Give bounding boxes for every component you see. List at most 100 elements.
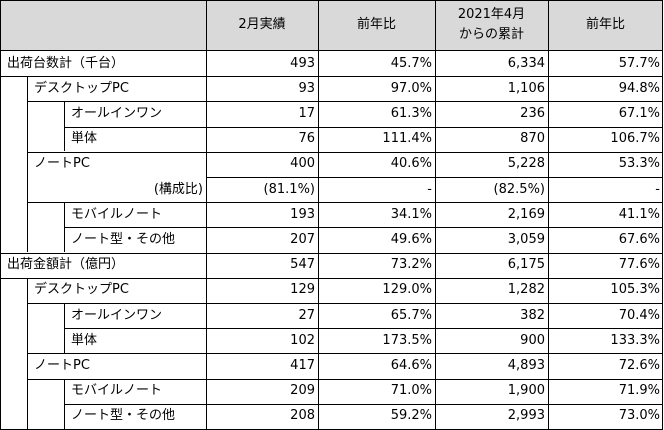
row-value-col4: 106.7% <box>610 131 660 147</box>
row-value-col1: (81.1%) <box>263 181 315 197</box>
row-value-col4: 73.0% <box>618 408 660 424</box>
row-value-col4: 94.8% <box>618 80 660 96</box>
row-label: デスクトップPC <box>34 282 129 298</box>
indent-guide <box>27 76 28 252</box>
row-border <box>0 278 663 279</box>
column-border <box>548 0 549 429</box>
row-value-col3: 2,169 <box>507 206 545 222</box>
row-border <box>64 404 663 405</box>
row-value-col4: 67.6% <box>618 231 660 247</box>
row-label: デスクトップPC <box>34 80 129 96</box>
header-bottom-border <box>0 50 663 51</box>
row-border <box>0 76 663 77</box>
row-value-col4: 70.4% <box>618 307 660 323</box>
row-border <box>27 101 663 102</box>
row-label: オールインワン <box>71 307 163 323</box>
column-border <box>206 0 207 429</box>
row-value-col4: - <box>655 181 660 197</box>
row-value-col3: 5,228 <box>507 156 545 172</box>
row-value-col2: 61.3% <box>390 105 432 121</box>
row-value-col4: 77.6% <box>618 257 660 273</box>
row-label: ノートPC <box>34 357 90 373</box>
row-label: オールインワン <box>71 105 163 121</box>
row-border <box>27 303 663 304</box>
header-cell-3: 2021年4月 からの累計 <box>435 0 548 50</box>
row-value-col3: 6,175 <box>507 257 545 273</box>
row-value-col2: 64.6% <box>390 357 432 373</box>
row-value-col4: 72.6% <box>618 357 660 373</box>
row-value-col3: 1,282 <box>507 282 545 298</box>
row-label: ノートPC <box>34 156 90 172</box>
row-value-col2: - <box>427 181 432 197</box>
row-value-col1: 547 <box>290 257 315 273</box>
header-text: 前年比 <box>356 17 396 32</box>
row-label: 単体 <box>71 332 98 348</box>
row-value-col3: 382 <box>520 307 545 323</box>
row-value-col1: 209 <box>290 383 315 399</box>
table-top-border <box>0 0 663 1</box>
row-border <box>27 379 663 380</box>
row-value-col1: 400 <box>290 156 315 172</box>
indent-guide <box>64 101 65 151</box>
row-value-col3: 236 <box>520 105 545 121</box>
row-value-col2: 97.0% <box>390 80 432 96</box>
column-border <box>0 0 1 429</box>
indent-guide <box>64 303 65 353</box>
row-value-col2: 65.7% <box>390 307 432 323</box>
row-value-col4: 105.3% <box>610 282 660 298</box>
row-label: 単体 <box>71 131 98 147</box>
row-label: ノート型・その他 <box>71 408 176 424</box>
row-value-col2: 111.4% <box>382 131 432 147</box>
row-border <box>27 353 663 354</box>
header-text: 前年比 <box>585 17 625 32</box>
row-value-col1: 207 <box>290 231 315 247</box>
row-value-col3: 870 <box>520 131 545 147</box>
row-label: ノート型・その他 <box>71 231 176 247</box>
header-text-line: からの累計 <box>458 27 524 42</box>
row-value-col2: 71.0% <box>390 383 432 399</box>
row-value-col2: 34.1% <box>390 206 432 222</box>
row-value-col1: 208 <box>290 408 315 424</box>
row-value-col1: 129 <box>290 282 315 298</box>
column-border <box>662 0 663 429</box>
indent-guide <box>64 379 65 429</box>
row-value-col2: 40.6% <box>390 156 432 172</box>
row-value-col1: 193 <box>290 206 315 222</box>
row-border <box>64 127 663 128</box>
row-label: モバイルノート <box>71 206 163 222</box>
row-value-col3: 1,900 <box>507 383 545 399</box>
row-value-col4: 67.1% <box>618 105 660 121</box>
row-value-col2: 173.5% <box>382 332 432 348</box>
row-label: (構成比) <box>153 181 203 197</box>
row-border <box>64 227 663 228</box>
row-border <box>206 177 663 178</box>
row-value-col1: 27 <box>298 307 315 323</box>
row-value-col3: 2,993 <box>507 408 545 424</box>
column-border <box>318 0 319 429</box>
row-value-col4: 71.9% <box>618 383 660 399</box>
header-text-line: 2021年4月 <box>457 7 526 22</box>
row-value-col3: 3,059 <box>507 231 545 247</box>
row-border <box>64 328 663 329</box>
row-value-col2: 59.2% <box>390 408 432 424</box>
row-value-col3: 900 <box>520 332 545 348</box>
header-cell-1: 2月実績 <box>206 0 318 50</box>
indent-guide <box>27 278 28 429</box>
row-label: 出荷金額計（億円） <box>7 257 125 273</box>
row-value-col2: 49.6% <box>390 231 432 247</box>
indent-guide <box>64 202 65 252</box>
header-text: 2月実績 <box>238 17 286 32</box>
header-cell-4: 前年比 <box>548 0 663 50</box>
row-value-col2: 73.2% <box>390 257 432 273</box>
row-border <box>27 202 663 203</box>
row-border <box>0 253 663 254</box>
row-label: 出荷台数計（千台） <box>7 55 125 71</box>
row-value-col3: 6,334 <box>507 55 545 71</box>
row-value-col4: 57.7% <box>618 55 660 71</box>
row-value-col2: 129.0% <box>382 282 432 298</box>
row-value-col4: 41.1% <box>618 206 660 222</box>
column-border <box>435 0 436 429</box>
row-value-col1: 417 <box>290 357 315 373</box>
row-value-col4: 133.3% <box>610 332 660 348</box>
